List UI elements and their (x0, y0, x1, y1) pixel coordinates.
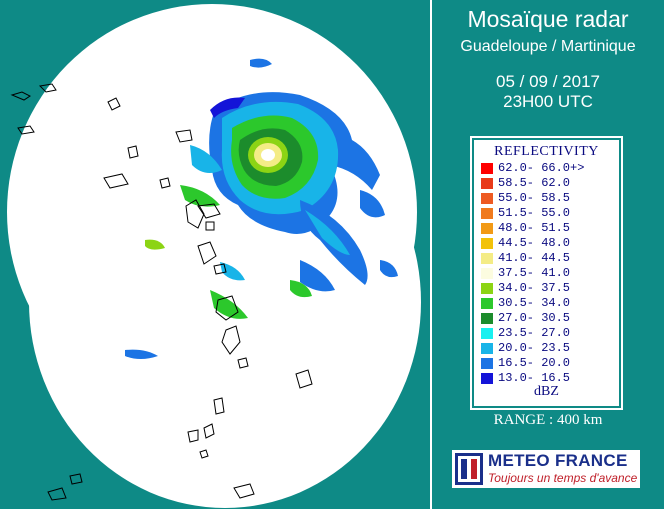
legend-swatch (481, 253, 493, 264)
hurricane-eye (261, 149, 275, 161)
legend-swatch (481, 313, 493, 324)
legend-swatch (481, 193, 493, 204)
legend-range-label: 44.5- 48.0 (498, 236, 571, 250)
legend-item: 41.0- 44.5 (481, 251, 616, 266)
legend-range-label: 41.0- 44.5 (498, 251, 571, 265)
legend-item: 23.5- 27.0 (481, 326, 616, 341)
legend-item: 34.0- 37.5 (481, 281, 616, 296)
meteo-france-logo: METEO FRANCE Toujours un temps d'avance (452, 450, 640, 488)
legend-item: 48.0- 51.5 (481, 221, 616, 236)
legend-item: 51.5- 55.0 (481, 206, 616, 221)
info-panel: Mosaïque radar Guadeloupe / Martinique 0… (432, 0, 664, 509)
legend-item: 27.0- 30.5 (481, 311, 616, 326)
hurricane-rain-bands (125, 58, 398, 359)
legend-swatch (481, 163, 493, 174)
legend-range-label: 62.0- 66.0+> (498, 161, 585, 175)
legend-item: 62.0- 66.0+> (481, 161, 616, 176)
legend-range-label: 48.0- 51.5 (498, 221, 571, 235)
legend-range-label: 34.0- 37.5 (498, 281, 571, 295)
legend-swatch (481, 283, 493, 294)
island-outlines (10, 83, 313, 501)
legend-range-label: 23.5- 27.0 (498, 326, 571, 340)
time-label: 23H00 UTC (503, 92, 593, 111)
legend-swatch (481, 208, 493, 219)
legend-item: 58.5- 62.0 (481, 176, 616, 191)
range-label: RANGE : 400 km (493, 412, 603, 428)
legend-swatch (481, 223, 493, 234)
legend-range-label: 13.0- 16.5 (498, 371, 571, 385)
legend-item: 13.0- 16.5 (481, 371, 616, 386)
legend-item: 37.5- 41.0 (481, 266, 616, 281)
page-title: Mosaïque radar (467, 6, 629, 32)
date-label: 05 / 09 / 2017 (496, 72, 600, 91)
reflectivity-legend: REFLECTIVITY 62.0- 66.0+> 58.5- 62.0 55.0-… (474, 140, 619, 406)
legend-swatch (481, 373, 493, 384)
legend-swatch (481, 268, 493, 279)
legend-swatch (481, 328, 493, 339)
legend-item: 20.0- 23.5 (481, 341, 616, 356)
legend-range-label: 37.5- 41.0 (498, 266, 571, 280)
legend-swatch (481, 238, 493, 249)
legend-item: 30.5- 34.0 (481, 296, 616, 311)
logo-name: METEO FRANCE (488, 451, 628, 470)
legend-swatch (481, 358, 493, 369)
legend-range-label: 55.0- 58.5 (498, 191, 571, 205)
legend-item: 44.5- 48.0 (481, 236, 616, 251)
legend-range-label: 30.5- 34.0 (498, 296, 571, 310)
page-subtitle: Guadeloupe / Martinique (460, 38, 636, 55)
legend-range-label: 58.5- 62.0 (498, 176, 571, 190)
legend-swatch (481, 298, 493, 309)
legend-unit: dBZ (534, 384, 559, 399)
legend-range-label: 27.0- 30.5 (498, 311, 571, 325)
legend-title: REFLECTIVITY (494, 144, 599, 159)
legend-range-label: 20.0- 23.5 (498, 341, 571, 355)
legend-swatch (481, 343, 493, 354)
legend-item: 55.0- 58.5 (481, 191, 616, 206)
legend-item: 16.5- 20.0 (481, 356, 616, 371)
panel-divider (430, 0, 432, 509)
meteo-france-emblem-icon (455, 453, 483, 485)
logo-slogan: Toujours un temps d'avance (488, 471, 638, 485)
radar-map (7, 4, 421, 508)
legend-range-label: 51.5- 55.0 (498, 206, 571, 220)
legend-range-label: 16.5- 20.0 (498, 356, 571, 370)
legend-swatch (481, 178, 493, 189)
